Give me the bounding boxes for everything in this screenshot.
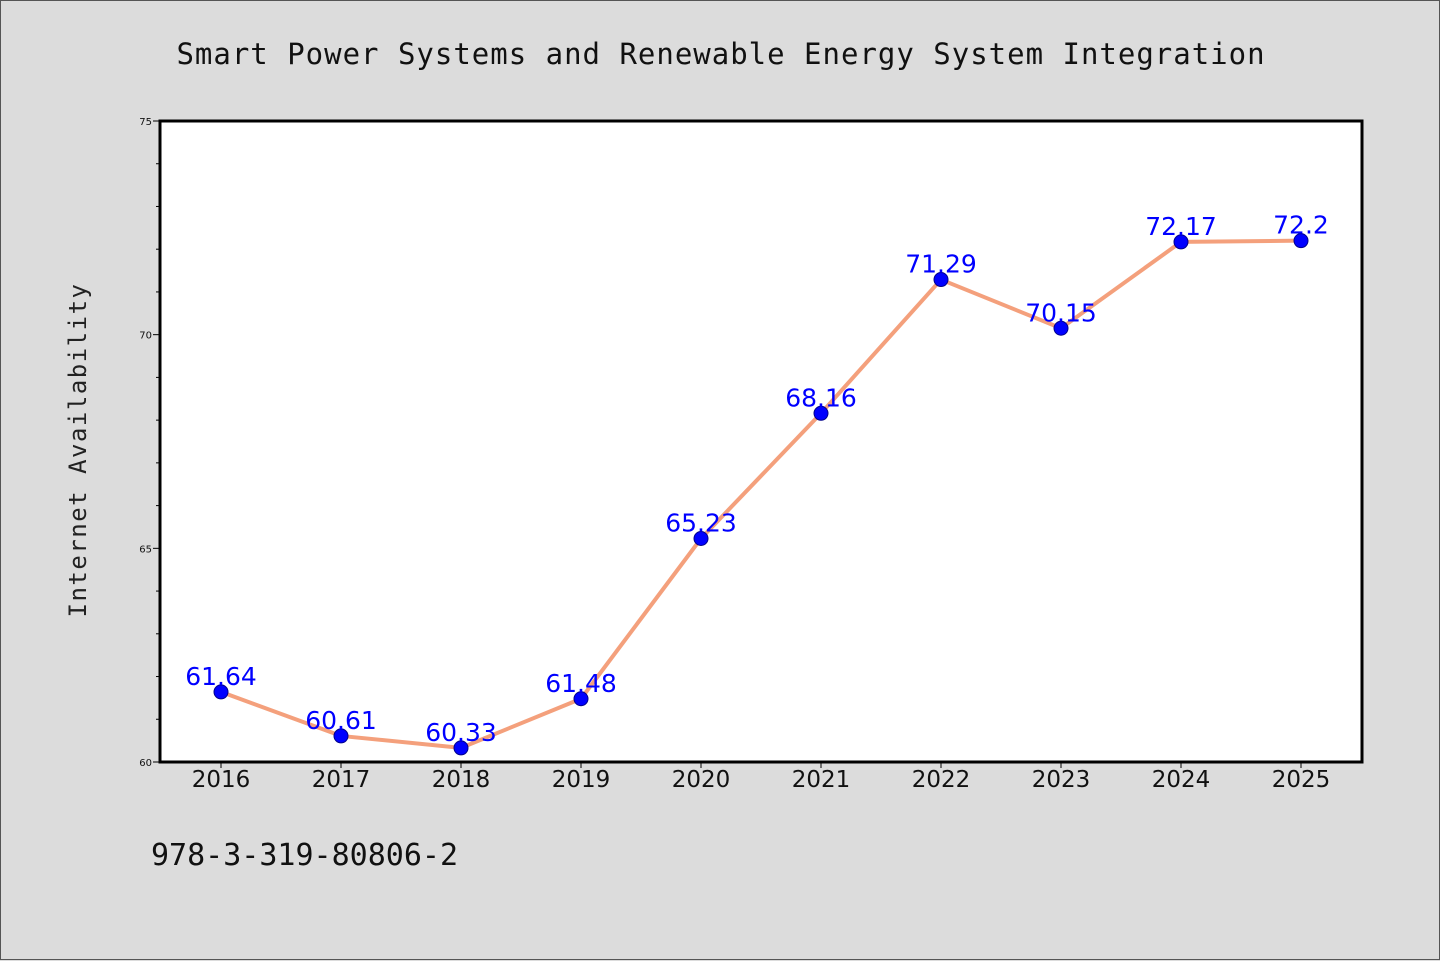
data-label: 60.33: [425, 718, 497, 747]
data-point-marker: [573, 691, 589, 707]
y-tick-label: 65: [139, 544, 152, 555]
data-label: 70.15: [1025, 298, 1097, 327]
x-tick-label: 2025: [1272, 767, 1331, 793]
data-label: 60.61: [305, 706, 377, 735]
y-tick-label: 75: [139, 117, 152, 128]
y-tick-label: 70: [139, 331, 152, 342]
x-tick-label: 2024: [1152, 767, 1211, 793]
x-tick-label: 2022: [912, 767, 971, 793]
data-label: 61.48: [545, 669, 617, 698]
y-axis-label: Internet Availability: [64, 283, 92, 618]
data-label: 61.64: [185, 662, 257, 691]
x-axis-ticks: 2016 2017 2018 2019 2020 2021 2022 2023 2024 2025: [192, 762, 1331, 793]
x-tick-label: 2020: [672, 767, 731, 793]
x-tick-label: 2016: [192, 767, 251, 793]
data-point-marker: [813, 405, 829, 421]
data-label: 68.16: [785, 383, 857, 412]
data-point-marker: [1173, 234, 1189, 250]
y-tick-label: 60: [139, 758, 152, 769]
plot-area: [158, 119, 1364, 764]
data-point-marker: [213, 684, 229, 700]
data-label: 65.23: [665, 509, 737, 538]
data-point-marker: [1053, 320, 1069, 336]
data-point-marker: [933, 272, 949, 288]
x-tick-label: 2018: [432, 767, 491, 793]
y-axis-ticks: 60 65 70 75: [139, 117, 160, 769]
series-group: 61.64 60.61 60.33 61.48 65.23 68.16 71.29 70.15…: [185, 211, 1329, 756]
chart-title: Smart Power Systems and Renewable Energy…: [176, 37, 1265, 71]
series-line: [219, 238, 1303, 750]
data-label: 72.17: [1145, 212, 1217, 241]
data-label: 71.29: [905, 250, 977, 279]
data-point-marker: [693, 531, 709, 547]
data-point-marker: [333, 728, 349, 744]
data-point-marker: [1293, 233, 1309, 249]
x-tick-label: 2019: [552, 767, 611, 793]
x-tick-label: 2023: [1032, 767, 1091, 793]
data-label: 72.2: [1273, 211, 1329, 240]
data-point-marker: [453, 740, 469, 756]
isbn-footer: 978-3-319-80806-2: [151, 838, 458, 873]
x-tick-label: 2017: [312, 767, 371, 793]
x-tick-label: 2021: [792, 767, 851, 793]
